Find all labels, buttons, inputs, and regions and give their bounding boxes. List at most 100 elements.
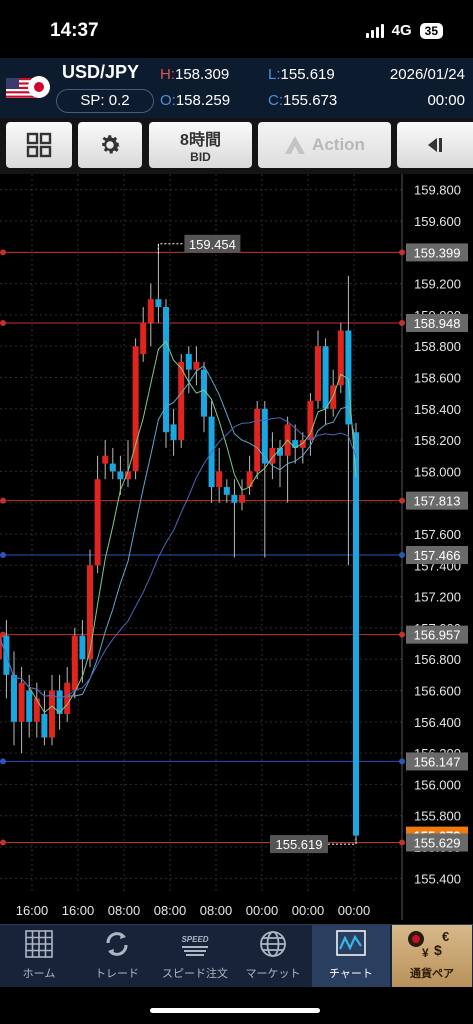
candle-body	[223, 487, 230, 495]
candle-body	[239, 494, 245, 503]
home-grid-icon	[25, 930, 53, 958]
candle-body	[185, 354, 192, 370]
candle-body	[269, 447, 276, 464]
tab-chart[interactable]: チャート	[312, 925, 390, 987]
euro-glyph: €	[442, 929, 449, 944]
line-price-tag	[406, 625, 468, 644]
bottom-tab-bar: ホーム トレード SPEED スピード注文 マーケット チャート € ¥ $ 通…	[0, 924, 473, 987]
gear-icon	[102, 135, 121, 154]
dollar-glyph: $	[434, 942, 442, 958]
candle-body	[337, 330, 344, 386]
candle-body	[0, 635, 2, 660]
layout-button[interactable]	[6, 122, 72, 168]
chart-grid	[0, 174, 403, 920]
line-price-label: 156.957	[414, 628, 461, 643]
tab-trade[interactable]: トレード	[78, 925, 156, 987]
candle-body	[261, 408, 268, 464]
bar-date: 2026/01/24	[389, 66, 465, 83]
candle-body	[147, 299, 154, 323]
candle-body	[18, 682, 25, 722]
candle-body	[41, 714, 48, 738]
moving-averages	[0, 340, 357, 714]
candle-body	[71, 635, 78, 691]
low-price: L:155.619	[268, 66, 335, 83]
line-price-label: 157.466	[414, 548, 461, 563]
candle-body	[292, 440, 299, 448]
candle-body	[11, 674, 17, 722]
y-tick-label: 159.600	[414, 214, 461, 229]
x-tick-label: 00:00	[246, 903, 279, 918]
tab-home-label: ホーム	[22, 968, 56, 980]
currency-pair-icon: € ¥ $	[408, 929, 449, 960]
line-handle-right	[399, 249, 405, 256]
tab-market-label: マーケット	[245, 968, 301, 980]
ma-mid-line	[0, 364, 357, 699]
y-tick-label: 158.000	[414, 464, 461, 479]
ma-long-line	[0, 417, 357, 699]
ma-short-line	[0, 340, 357, 714]
line-handle-left	[0, 551, 6, 558]
horizontal-lines	[0, 249, 405, 846]
candle-body	[170, 424, 177, 441]
candle-body	[26, 690, 33, 722]
close-price: C:155.673	[268, 92, 338, 109]
quote-header	[0, 58, 473, 118]
high-marker-box	[184, 234, 241, 253]
status-time: 14:37	[50, 20, 99, 41]
y-tick-label: 155.800	[414, 809, 461, 824]
action-logo-icon	[285, 136, 306, 154]
candle-body	[163, 307, 169, 433]
line-handle-right	[399, 320, 405, 327]
x-tick-label: 08:00	[154, 903, 187, 918]
candle-body	[102, 455, 109, 464]
line-price-label: 158.948	[414, 316, 461, 331]
tab-market[interactable]: マーケット	[234, 925, 312, 987]
candle-body	[299, 440, 306, 448]
line-price-label: 157.813	[414, 494, 461, 509]
line-price-tag	[406, 243, 468, 262]
candle-body	[132, 346, 139, 472]
candle-body	[33, 698, 40, 722]
speed-icon-text: SPEED	[181, 935, 208, 944]
tab-speed-order[interactable]: SPEED スピード注文	[156, 925, 234, 987]
tab-home[interactable]: ホーム	[0, 925, 78, 987]
y-tick-label: 156.400	[414, 715, 461, 730]
speed-icon: SPEED	[181, 935, 209, 956]
low-marker-line	[328, 838, 357, 845]
globe-icon	[260, 931, 286, 957]
candle-body	[49, 690, 55, 738]
tab-currency-pair-label: 通貨ペア	[410, 968, 454, 980]
timeframe-button[interactable]: 8時間 BID	[149, 122, 252, 168]
y-tick-label: 156.800	[414, 652, 461, 667]
y-tick-label: 155.400	[414, 871, 461, 886]
grid-layout-icon	[26, 132, 52, 158]
candle-body	[94, 479, 101, 566]
x-axis: 16:00 16:00 08:00 08:00 08:00 00:00 00:00 00:00	[16, 903, 371, 918]
tab-currency-pair[interactable]: € ¥ $ 通貨ペア	[392, 925, 472, 987]
x-tick-label: 08:00	[108, 903, 141, 918]
collapse-panel-button[interactable]	[397, 122, 473, 168]
x-tick-label: 16:00	[16, 903, 49, 918]
tab-chart-label: チャート	[329, 968, 373, 980]
candle-body	[56, 690, 63, 714]
signal-icon	[365, 23, 384, 38]
trade-arrows-icon	[106, 932, 128, 956]
line-handle-left	[0, 320, 6, 327]
settings-button[interactable]	[78, 122, 142, 168]
action-button[interactable]: Action	[258, 122, 391, 168]
high-marker-label: 159.454	[189, 237, 236, 252]
line-price-label: 159.399	[414, 245, 461, 260]
candle-body	[322, 346, 329, 409]
currency-pair-title[interactable]: USD/JPY	[62, 62, 140, 82]
tab-speed-order-label: スピード注文	[162, 968, 228, 980]
y-tick-label: 156.600	[414, 684, 461, 699]
candle-body	[178, 361, 185, 441]
candle-body	[277, 447, 283, 456]
candle-body	[345, 330, 352, 425]
chart-annotations: 159.454 155.619	[157, 234, 357, 854]
candle-body	[231, 494, 238, 503]
candle-body	[64, 682, 71, 714]
candle-body	[353, 432, 359, 836]
battery-icon: 35	[419, 22, 443, 39]
